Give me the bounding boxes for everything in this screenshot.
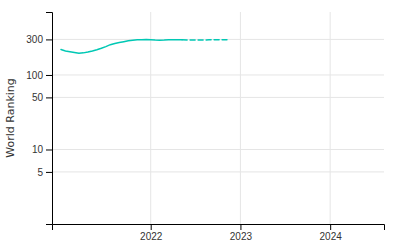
grid-line	[52, 97, 384, 98]
axis-line	[53, 225, 385, 231]
y-axis: 5 10 50 100 300	[26, 13, 52, 225]
x-axis: 2022 2023 2024	[53, 224, 385, 242]
lines	[61, 40, 227, 54]
grid	[52, 12, 384, 224]
grid-line	[150, 12, 151, 224]
grid-line	[52, 74, 384, 75]
tick-label: 2022	[140, 231, 163, 242]
tick: 300	[26, 34, 52, 45]
plot: 2022 2023 2024 5 10 50 100 300	[26, 12, 384, 242]
tick-label: 10	[32, 144, 44, 155]
grid-line	[330, 12, 331, 224]
tick-mark	[240, 224, 241, 230]
tick-mark	[46, 39, 52, 40]
grid-line	[240, 12, 241, 224]
tick-label: 5	[37, 167, 43, 178]
tick: 2024	[320, 224, 343, 242]
line	[61, 40, 182, 54]
tick-mark	[46, 149, 52, 150]
axis-line	[46, 13, 53, 225]
tick-label: 300	[26, 34, 43, 45]
tick-mark	[46, 97, 52, 98]
tick-mark	[151, 224, 152, 230]
tick-mark	[46, 75, 52, 76]
tick-mark	[330, 224, 331, 230]
tick-label: 2024	[320, 231, 343, 242]
tick: 100	[26, 70, 52, 81]
chart: 2022 2023 2024 5 10 50 100 300 World Ranking	[0, 0, 400, 250]
tick-label: 100	[26, 70, 43, 81]
grid-line	[52, 39, 384, 40]
grid-line	[52, 149, 384, 150]
tick-mark	[46, 172, 52, 173]
tick-label: 2023	[230, 231, 253, 242]
line	[182, 39, 227, 41]
tick: 2022	[140, 224, 163, 242]
tick: 5	[37, 167, 52, 178]
tick: 50	[32, 92, 52, 103]
tick: 2023	[230, 224, 253, 242]
y-axis-label: World Ranking	[4, 78, 17, 158]
tick: 10	[32, 144, 52, 155]
tick-label: 50	[32, 92, 44, 103]
grid-line	[52, 171, 384, 172]
